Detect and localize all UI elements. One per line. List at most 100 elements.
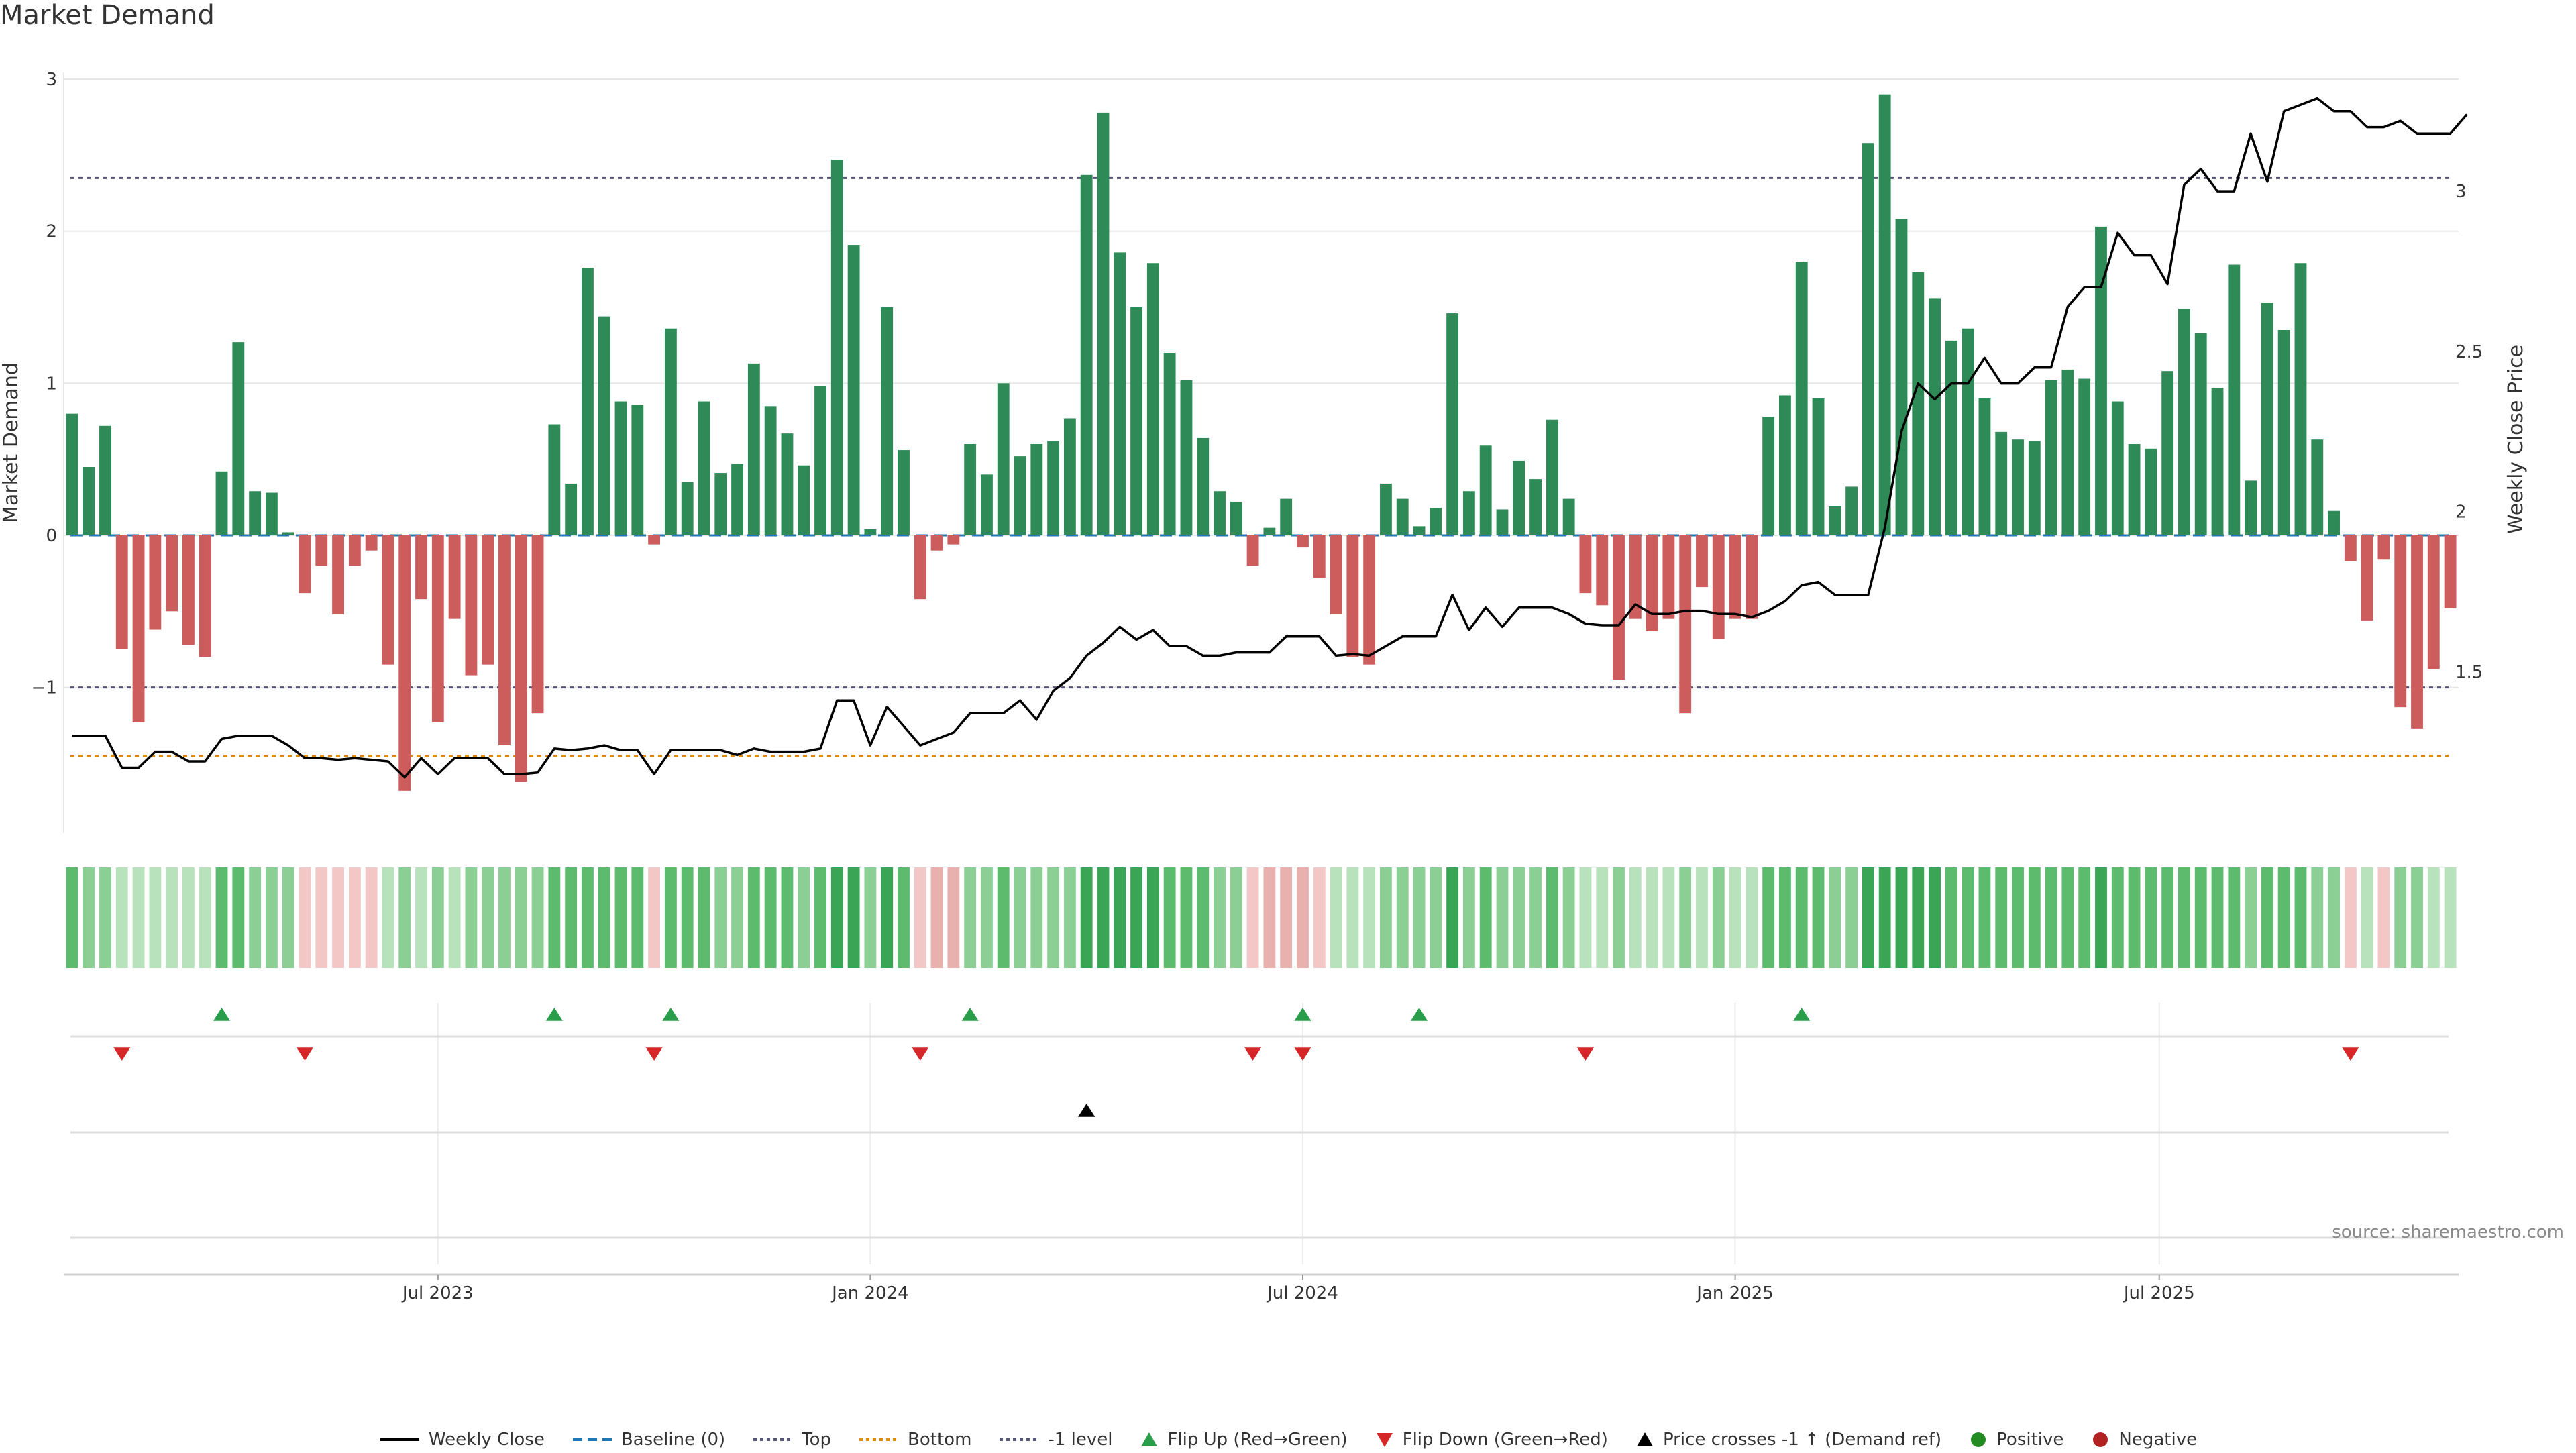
demand-bar [1380,483,1392,535]
heat-cell [1380,867,1392,968]
legend-symbol-weekly-close [380,1438,419,1441]
legend-symbol-flip-up [1141,1432,1158,1446]
legend-symbol-price-cross [1636,1432,1653,1446]
heat-cell [1430,867,1442,968]
demand-bar [1396,498,1409,535]
price-cross-marker [1078,1104,1095,1117]
demand-bar [2344,535,2357,561]
heat-cell [531,867,544,968]
demand-bar [2261,303,2273,535]
demand-bar [2028,441,2041,535]
flip-up-marker [1410,1008,1428,1021]
heat-cell [781,867,794,968]
heat-cell [1280,867,1293,968]
legend-symbol-positive [1971,1432,1986,1447]
demand-bar [1712,535,1725,639]
heat-cell [1579,867,1592,968]
legend-symbol-bottom [859,1438,899,1441]
x-tick-label: Jan 2024 [830,1283,909,1303]
heat-cell [2311,867,2324,968]
legend-label: Bottom [908,1430,972,1450]
chart-legend: Weekly Close Baseline (0) Top Bottom -1 leve… [0,1426,2576,1453]
heat-cell [2145,867,2157,968]
demand-bar [1462,491,1475,535]
heat-cell [1230,867,1242,968]
demand-bar [864,529,877,535]
legend-symbol-flip-down [1376,1433,1393,1447]
heat-cell [2444,867,2457,968]
chart-title: Market Demand [0,0,215,31]
demand-bar [1496,509,1509,535]
heat-cell [2411,867,2423,968]
heat-cell [1729,867,1741,968]
heat-cell [2161,867,2174,968]
demand-bar [1762,417,1775,535]
demand-bar [898,450,910,535]
demand-bar [731,464,743,535]
heat-cell [681,867,694,968]
flip-up-marker [961,1008,979,1021]
demand-bar [997,383,1010,535]
heat-cell [1762,867,1775,968]
demand-bar [1030,444,1043,535]
demand-bar [1097,112,1110,535]
demand-bar [99,425,111,535]
axes: Jul 2023 Jan 2024 Jul 2024 Jan 2025 Jul 2025… [0,70,2528,1303]
demand-bar [115,535,128,649]
heat-cell [299,867,311,968]
flip-down-marker [113,1047,131,1061]
demand-bar [2178,309,2190,535]
legend-item-price-cross: Price crosses -1 ↑ (Demand ref) [1635,1430,1941,1450]
heat-cell [1214,867,1226,968]
heat-cell [1878,867,1891,968]
demand-bar [847,245,860,535]
demand-bar [482,535,494,665]
heat-cell [2427,867,2440,968]
demand-bar [182,535,195,645]
legend-item-flip-down: Flip Down (Green→Red) [1375,1430,1608,1450]
demand-bar [1313,535,1326,578]
heat-cell [83,867,95,968]
heat-cell [648,867,661,968]
demand-bar [1978,398,1991,535]
demand-bar [1413,526,1426,535]
legend-symbol-minus-one [1000,1438,1039,1441]
heat-cell [1746,867,1758,968]
heat-cell [2344,867,2357,968]
demand-bar [2361,535,2373,621]
demand-bar [781,433,794,535]
demand-bar [981,474,993,535]
demand-bar [548,424,561,535]
demand-bar [2394,535,2407,708]
flip-up-marker [545,1008,564,1021]
legend-label: Positive [1996,1430,2064,1450]
legend-symbol-top [753,1438,793,1441]
demand-bar [149,535,162,630]
demand-bar [1197,437,1210,535]
demand-bar [1047,441,1060,535]
heat-cell [415,867,427,968]
demand-bar [415,535,427,600]
heat-cell [365,867,378,968]
demand-bar [215,471,228,535]
heat-cell [1546,867,1558,968]
heat-cell [2012,867,2024,968]
heat-cell [1246,867,1259,968]
demand-bar [498,535,511,745]
heat-cell [1929,867,1941,968]
demand-bar [1479,445,1492,535]
heat-cell [1496,867,1509,968]
heat-cell [731,867,743,968]
heat-cell [1297,867,1309,968]
heat-cell [465,867,478,968]
x-tick-label: Jul 2025 [2123,1283,2195,1303]
demand-bar [431,535,444,722]
flip-down-marker [645,1047,663,1061]
heat-cell [1363,867,1376,968]
demand-bar [1945,340,1957,535]
heat-cell [1529,867,1542,968]
demand-bar [232,342,245,535]
heat-cell [1629,867,1642,968]
demand-bar [2377,535,2390,560]
demand-bar [2245,480,2257,535]
